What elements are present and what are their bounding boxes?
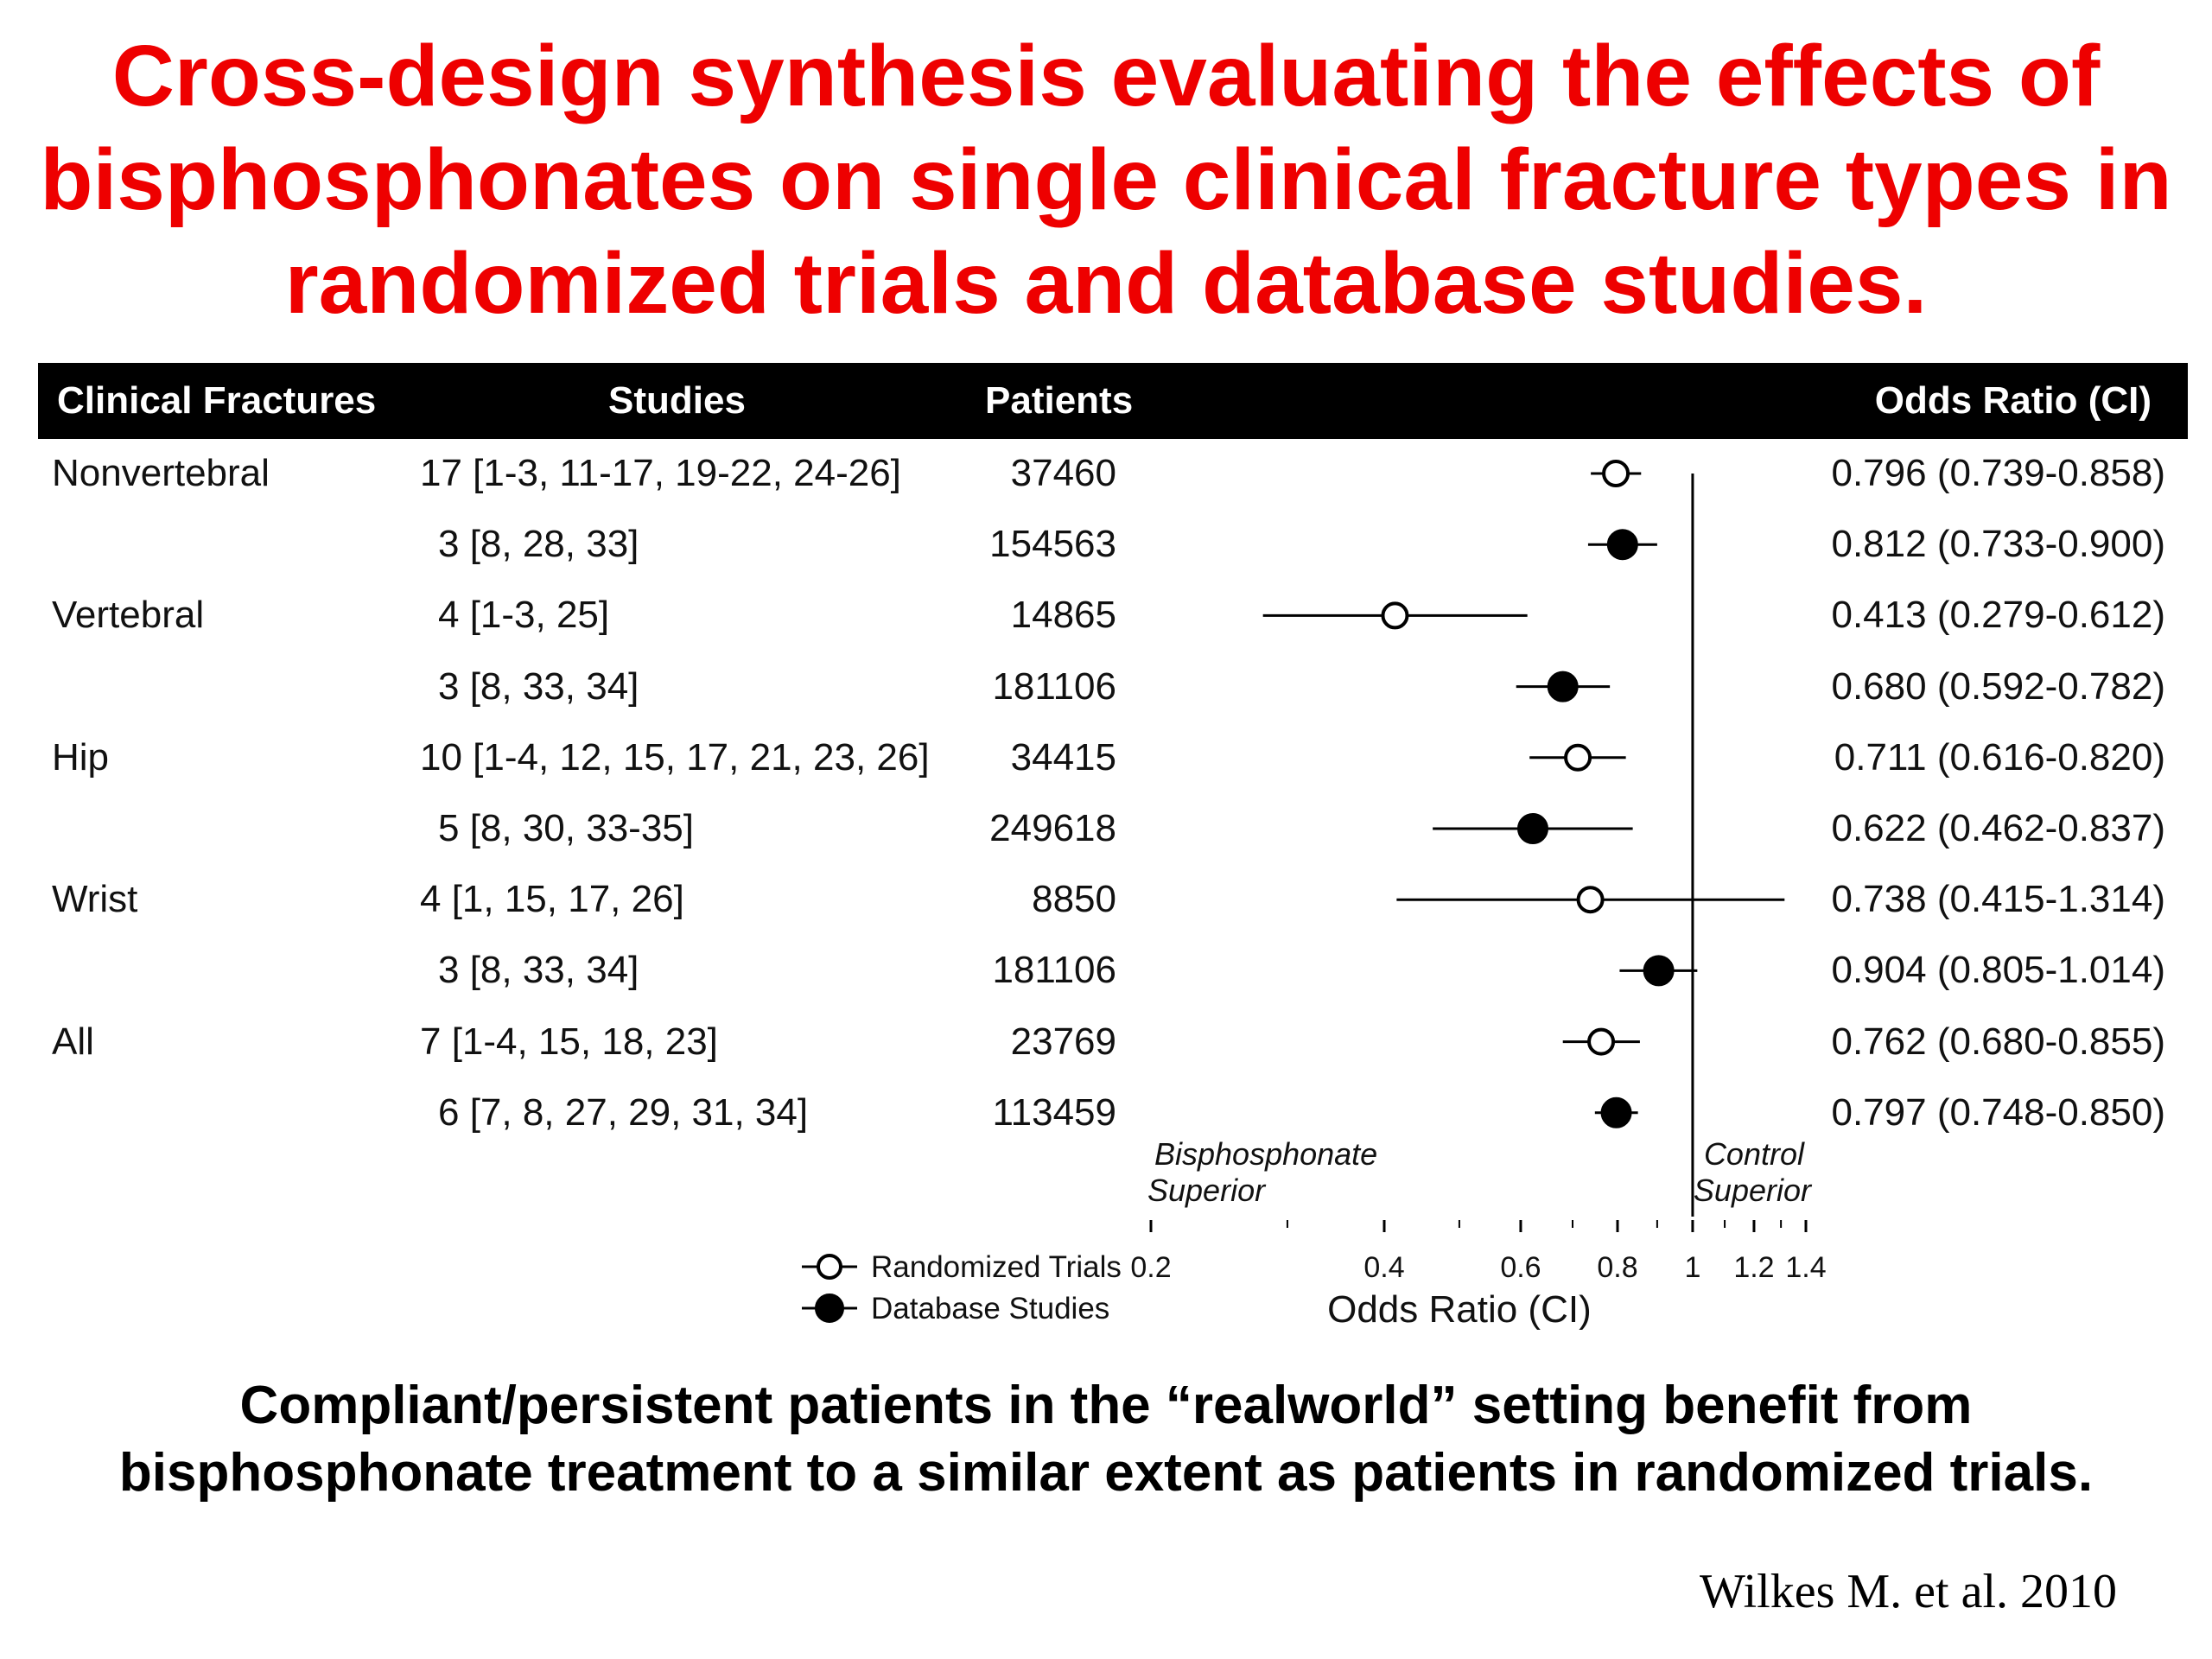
studies-cell: 4 [1-3, 25] <box>438 594 610 637</box>
header-clinical-fractures: Clinical Fractures <box>57 379 377 422</box>
fracture-type: Hip <box>52 735 110 779</box>
database-point <box>1606 529 1638 561</box>
x-tick-label: 0.2 <box>1130 1251 1171 1284</box>
header-odds-ratio: Odds Ratio (CI) <box>1874 379 2152 422</box>
x-tick-label: 0.8 <box>1597 1251 1637 1284</box>
odds-ratio-cell: 0.622 (0.462-0.837) <box>1831 807 2165 849</box>
patients-cell: 154563 <box>989 523 1116 566</box>
patients-cell: 23769 <box>1010 1020 1116 1063</box>
odds-ratio-cell: 0.680 (0.592-0.782) <box>1831 664 2165 708</box>
database-point <box>1516 813 1548 844</box>
title-line-2: bisphosphonates on single clinical fract… <box>40 131 2172 228</box>
patients-cell: 14865 <box>1010 594 1116 637</box>
conclusion-text: Compliant/persistent patients in the “re… <box>0 1372 2212 1507</box>
patients-cell: 8850 <box>1032 878 1116 921</box>
header-studies: Studies <box>608 379 746 422</box>
odds-ratio-cell: 0.738 (0.415-1.314) <box>1831 878 2165 921</box>
header-patients: Patients <box>985 379 1134 422</box>
patients-cell: 249618 <box>989 807 1116 849</box>
x-tick-label: 1 <box>1684 1251 1700 1284</box>
studies-cell: 17 [1-3, 11-17, 19-22, 24-26] <box>420 452 901 494</box>
patients-cell: 181106 <box>992 664 1116 708</box>
odds-ratio-cell: 0.762 (0.680-0.855) <box>1831 1020 2165 1063</box>
fracture-type: Wrist <box>52 878 138 921</box>
citation: Wilkes M. et al. 2010 <box>1700 1565 2117 1618</box>
studies-cell: 3 [8, 28, 33] <box>438 523 639 566</box>
odds-ratio-cell: 0.812 (0.733-0.900) <box>1831 523 2165 566</box>
odds-ratio-cell: 0.796 (0.739-0.858) <box>1831 452 2165 494</box>
region-label-right-2: Superior <box>1694 1173 1813 1208</box>
patients-cell: 37460 <box>1010 452 1116 494</box>
conclusion-line-1: Compliant/persistent patients in the “re… <box>239 1376 1973 1435</box>
x-axis-label: Odds Ratio (CI) <box>1327 1288 1592 1331</box>
studies-cell: 7 [1-4, 15, 18, 23] <box>420 1020 718 1063</box>
patients-cell: 34415 <box>1010 735 1116 779</box>
randomized-point <box>1587 1027 1616 1056</box>
odds-ratio-cell: 0.711 (0.616-0.820) <box>1834 735 2165 779</box>
fracture-type: Vertebral <box>52 594 205 637</box>
region-label-right-1: Control <box>1704 1136 1805 1172</box>
studies-cell: 6 [7, 8, 27, 29, 31, 34] <box>438 1090 809 1134</box>
odds-ratio-cell: 0.904 (0.805-1.014) <box>1831 949 2165 992</box>
randomized-point <box>1381 601 1409 630</box>
patients-cell: 181106 <box>992 949 1116 992</box>
fracture-type: Nonvertebral <box>52 452 270 494</box>
studies-cell: 10 [1-4, 12, 15, 17, 21, 23, 26] <box>420 735 930 779</box>
title-line-1: Cross-design synthesis evaluating the ef… <box>111 28 2101 124</box>
randomized-point <box>1576 886 1605 914</box>
conclusion-line-2: bisphosphonate treatment to a similar ex… <box>118 1443 2094 1503</box>
legend-filled-marker <box>815 1294 844 1323</box>
table-header-bar: Clinical Fractures Studies Patients Odds… <box>38 363 2188 439</box>
database-point <box>1600 1096 1632 1128</box>
legend-open-marker <box>817 1254 842 1280</box>
region-label-left-1: Bisphosphonate <box>1154 1136 1377 1172</box>
database-point <box>1643 955 1675 987</box>
studies-cell: 5 [8, 30, 33-35] <box>438 807 694 849</box>
studies-cell: 3 [8, 33, 34] <box>438 949 639 992</box>
x-tick-label: 0.4 <box>1363 1251 1404 1284</box>
fracture-type: All <box>52 1020 94 1063</box>
legend-label: Randomized Trials <box>871 1250 1122 1284</box>
x-tick-label: 1.2 <box>1733 1251 1774 1284</box>
odds-ratio-cell: 0.797 (0.748-0.850) <box>1831 1090 2165 1134</box>
odds-ratio-cell: 0.413 (0.279-0.612) <box>1831 594 2165 637</box>
studies-cell: 3 [8, 33, 34] <box>438 664 639 708</box>
region-label-left-2: Superior <box>1147 1173 1267 1208</box>
title-line-3: randomized trials and database studies. <box>284 235 1928 332</box>
database-point <box>1547 671 1579 702</box>
studies-cell: 4 [1, 15, 17, 26] <box>420 878 684 921</box>
randomized-point <box>1602 460 1630 487</box>
x-tick-label: 0.6 <box>1500 1251 1541 1284</box>
x-tick-label: 1.4 <box>1785 1251 1826 1284</box>
randomized-point <box>1564 743 1592 772</box>
slide-title: Cross-design synthesis evaluating the ef… <box>0 24 2212 335</box>
patients-cell: 113459 <box>992 1090 1116 1134</box>
legend-label: Database Studies <box>871 1292 1109 1325</box>
